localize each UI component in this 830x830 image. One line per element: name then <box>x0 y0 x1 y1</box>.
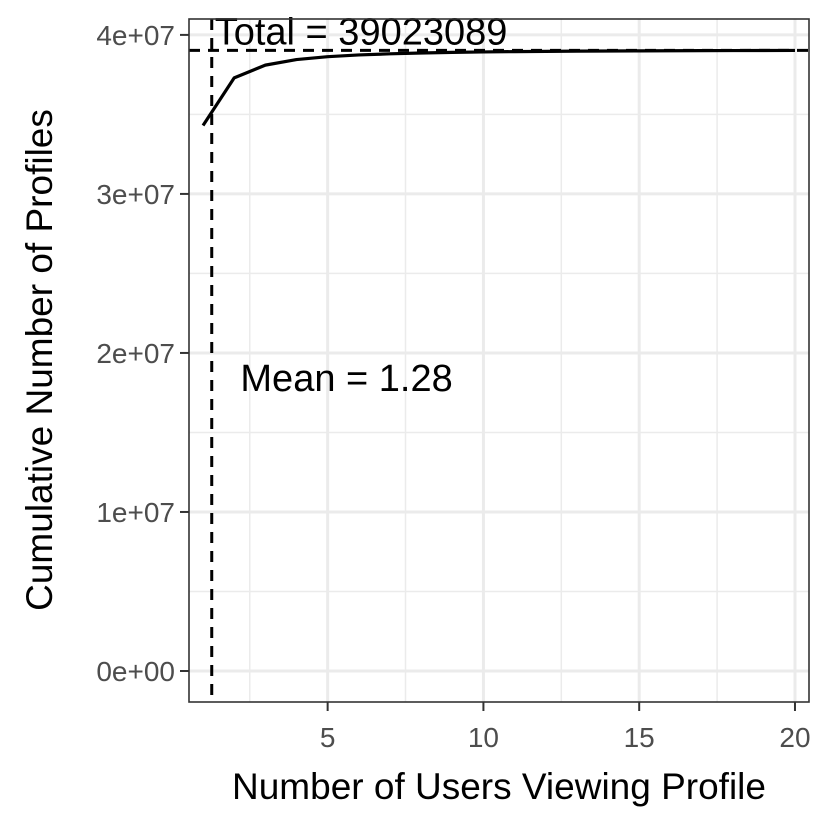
y-axis-title: Cumulative Number of Profiles <box>19 109 60 611</box>
minor-gridlines <box>189 19 809 702</box>
series-line <box>201 48 795 127</box>
total-annotation: Total = 39023089 <box>215 11 508 53</box>
x-tick-label: 20 <box>779 722 810 753</box>
plot-panel-border <box>188 18 810 703</box>
mean-annotation: Mean = 1.28 <box>240 358 452 400</box>
major-gridlines <box>189 19 809 702</box>
series-group <box>201 48 795 127</box>
x-axis: 5 10 15 20 <box>320 702 811 753</box>
plot-panel-background <box>189 19 809 702</box>
y-tick-label: 3e+07 <box>96 179 175 210</box>
y-tick-label: 4e+07 <box>96 20 175 51</box>
y-tick-label: 2e+07 <box>96 338 175 369</box>
y-axis: 0e+00 1e+07 2e+07 3e+07 4e+07 <box>96 20 189 687</box>
x-axis-title: Number of Users Viewing Profile <box>232 766 766 807</box>
x-tick-label: 5 <box>320 722 336 753</box>
x-tick-label: 10 <box>468 722 499 753</box>
x-tick-label: 15 <box>624 722 655 753</box>
y-tick-label: 0e+00 <box>96 656 175 687</box>
y-tick-label: 1e+07 <box>96 497 175 528</box>
